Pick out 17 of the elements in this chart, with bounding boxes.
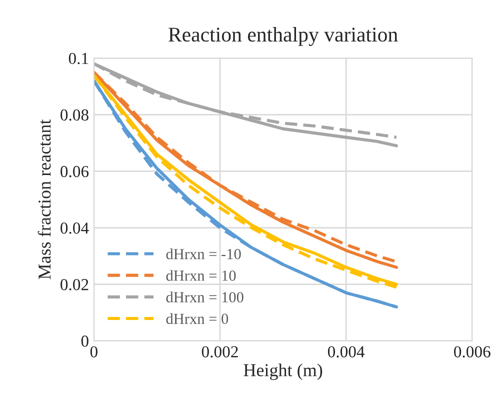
- y-tick-label: 0.04: [60, 222, 89, 234]
- y-tick-label: 0.02: [60, 279, 88, 290]
- legend-label: dHrxn = 10: [166, 270, 236, 281]
- y-axis-title: Mass fraction reactant: [38, 119, 51, 280]
- y-tick-label: 0.08: [60, 109, 88, 121]
- y-tick-label: 0.1: [68, 52, 88, 64]
- y-tick-label: 0: [81, 336, 88, 347]
- x-axis-title: Height (m): [244, 364, 322, 380]
- y-tick-label: 0.06: [60, 166, 89, 178]
- legend-label: dHrxn = -10: [166, 248, 241, 260]
- x-tick-label: 0.006: [454, 346, 490, 358]
- legend-label: dHrxn = 0: [166, 313, 228, 324]
- x-tick-label: 0: [90, 346, 98, 358]
- chart-title: Reaction enthalpy variation: [168, 27, 398, 46]
- legend-label: dHrxn = 100: [166, 292, 244, 302]
- x-tick-label: 0.004: [328, 346, 365, 358]
- x-tick-label: 0.002: [202, 346, 238, 358]
